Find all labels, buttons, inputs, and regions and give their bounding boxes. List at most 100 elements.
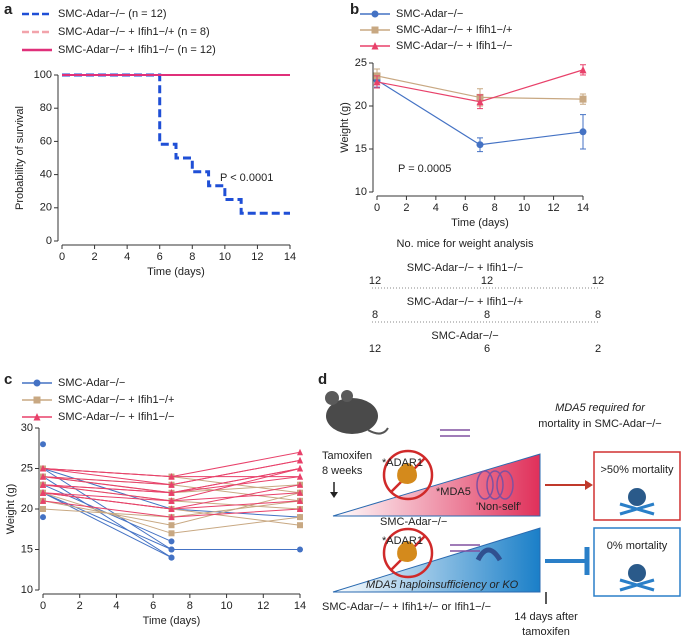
x-tick-label: 8 — [187, 600, 193, 612]
protein: *ADAR1 — [382, 535, 423, 547]
marker — [371, 26, 379, 34]
x-tick-label: 8 — [492, 202, 498, 214]
x-tick-label: 4 — [113, 600, 119, 612]
y-axis-title: Probability of survival — [14, 106, 26, 210]
marker — [297, 505, 303, 512]
y-tick-label: 20 — [40, 202, 52, 214]
marker — [297, 473, 303, 480]
marker — [40, 473, 46, 480]
mouse-count: 2 — [595, 343, 601, 355]
marker — [40, 441, 46, 448]
y-tick-label: 20 — [21, 503, 33, 515]
marker — [476, 141, 484, 149]
legend-label: SMC-Adar−/− (n = 12) — [58, 8, 167, 20]
y-tick-label: 15 — [355, 143, 367, 155]
marker — [40, 465, 46, 472]
marker — [33, 413, 41, 421]
x-tick-label: 4 — [124, 251, 130, 263]
marker — [297, 522, 303, 529]
marker — [297, 546, 303, 553]
legend-label: SMC-Adar−/− + Ifih1−/+ — [396, 24, 512, 36]
marker — [168, 473, 175, 480]
survival-line — [62, 73, 290, 215]
marker — [33, 396, 41, 404]
marker — [168, 522, 175, 529]
group-name: SMC-Adar−/− + Ifih1−/+ — [407, 296, 523, 308]
marker — [168, 481, 175, 488]
x-tick-label: 12 — [251, 251, 263, 263]
marker — [297, 497, 303, 504]
y-tick-label: 40 — [40, 169, 52, 181]
y-axis-title: Weight (g) — [5, 484, 17, 535]
table-title: No. mice for weight analysis — [397, 238, 534, 250]
y-tick-label: 10 — [355, 186, 367, 198]
after: tamoxifen — [522, 626, 570, 638]
x-tick-label: 10 — [219, 251, 231, 263]
x-axis-title: Time (days) — [147, 266, 205, 278]
heading: MDA5 required for — [555, 402, 646, 414]
x-tick-label: 8 — [189, 251, 195, 263]
marker — [371, 10, 379, 18]
legend-label: SMC-Adar−/− + Ifih1−/+ (n = 8) — [58, 26, 210, 38]
y-tick-label: 25 — [21, 462, 33, 474]
marker — [476, 97, 484, 106]
protein: *ADAR1 — [382, 457, 423, 469]
mouse-count: 12 — [592, 275, 604, 287]
marker — [168, 505, 175, 512]
panel-label: b — [350, 1, 359, 18]
x-tick-label: 14 — [284, 251, 296, 263]
x-tick-label: 6 — [462, 202, 468, 214]
heading: mortality in SMC-Adar−/− — [538, 418, 661, 430]
marker — [40, 506, 46, 512]
x-tick-label: 2 — [403, 202, 409, 214]
mouse-count: 6 — [484, 343, 490, 355]
tamoxifen: Tamoxifen — [322, 450, 372, 462]
legend-label: SMC-Adar−/− — [396, 8, 463, 20]
marker — [373, 77, 381, 86]
marker — [297, 481, 303, 488]
mouse-count: 8 — [372, 309, 378, 321]
marker — [297, 514, 303, 521]
tamoxifen: 8 weeks — [322, 465, 363, 477]
marker — [297, 456, 303, 464]
non-self: 'Non-self' — [476, 501, 521, 513]
x-tick-label: 10 — [220, 600, 232, 612]
legend-label: SMC-Adar−/− + Ifih1−/− — [58, 411, 174, 423]
marker — [168, 546, 175, 553]
legend-label: SMC-Adar−/− + Ifih1−/− (n = 12) — [58, 44, 216, 56]
diagram-shapes — [325, 390, 681, 604]
panel-label: c — [4, 371, 12, 388]
marker — [579, 65, 587, 74]
x-tick-label: 12 — [257, 600, 269, 612]
x-tick-label: 12 — [547, 202, 559, 214]
marker — [371, 42, 379, 50]
legend-label: SMC-Adar−/− — [58, 377, 125, 389]
protein: *MDA5 — [436, 486, 471, 498]
marker — [168, 554, 175, 561]
x-tick-label: 2 — [92, 251, 98, 263]
marker — [40, 489, 46, 496]
mouse-count: 8 — [595, 309, 601, 321]
x-tick-label: 0 — [40, 600, 46, 612]
after: 14 days after — [514, 611, 578, 623]
x-tick-label: 4 — [433, 202, 439, 214]
marker — [168, 530, 175, 537]
x-tick-label: 6 — [157, 251, 163, 263]
x-tick-label: 10 — [518, 202, 530, 214]
mouse-count: 12 — [481, 275, 493, 287]
haplo: MDA5 haploinsufficiency or KO — [366, 579, 519, 591]
marker — [168, 538, 175, 545]
y-tick-label: 15 — [21, 543, 33, 555]
y-tick-label: 100 — [34, 69, 52, 81]
group: SMC-Adar−/− + Ifih1+/− or Ifih1−/− — [322, 601, 491, 613]
y-tick-label: 30 — [21, 422, 33, 434]
group: SMC-Adar−/− — [380, 516, 447, 528]
y-tick-label: 60 — [40, 135, 52, 147]
mouse-line — [42, 476, 172, 559]
annotation: P = 0.0005 — [398, 163, 451, 175]
marker — [297, 465, 303, 472]
marker — [168, 489, 175, 496]
x-tick-label: 14 — [294, 600, 306, 612]
group-name: SMC-Adar−/− + Ifih1−/− — [407, 262, 523, 274]
